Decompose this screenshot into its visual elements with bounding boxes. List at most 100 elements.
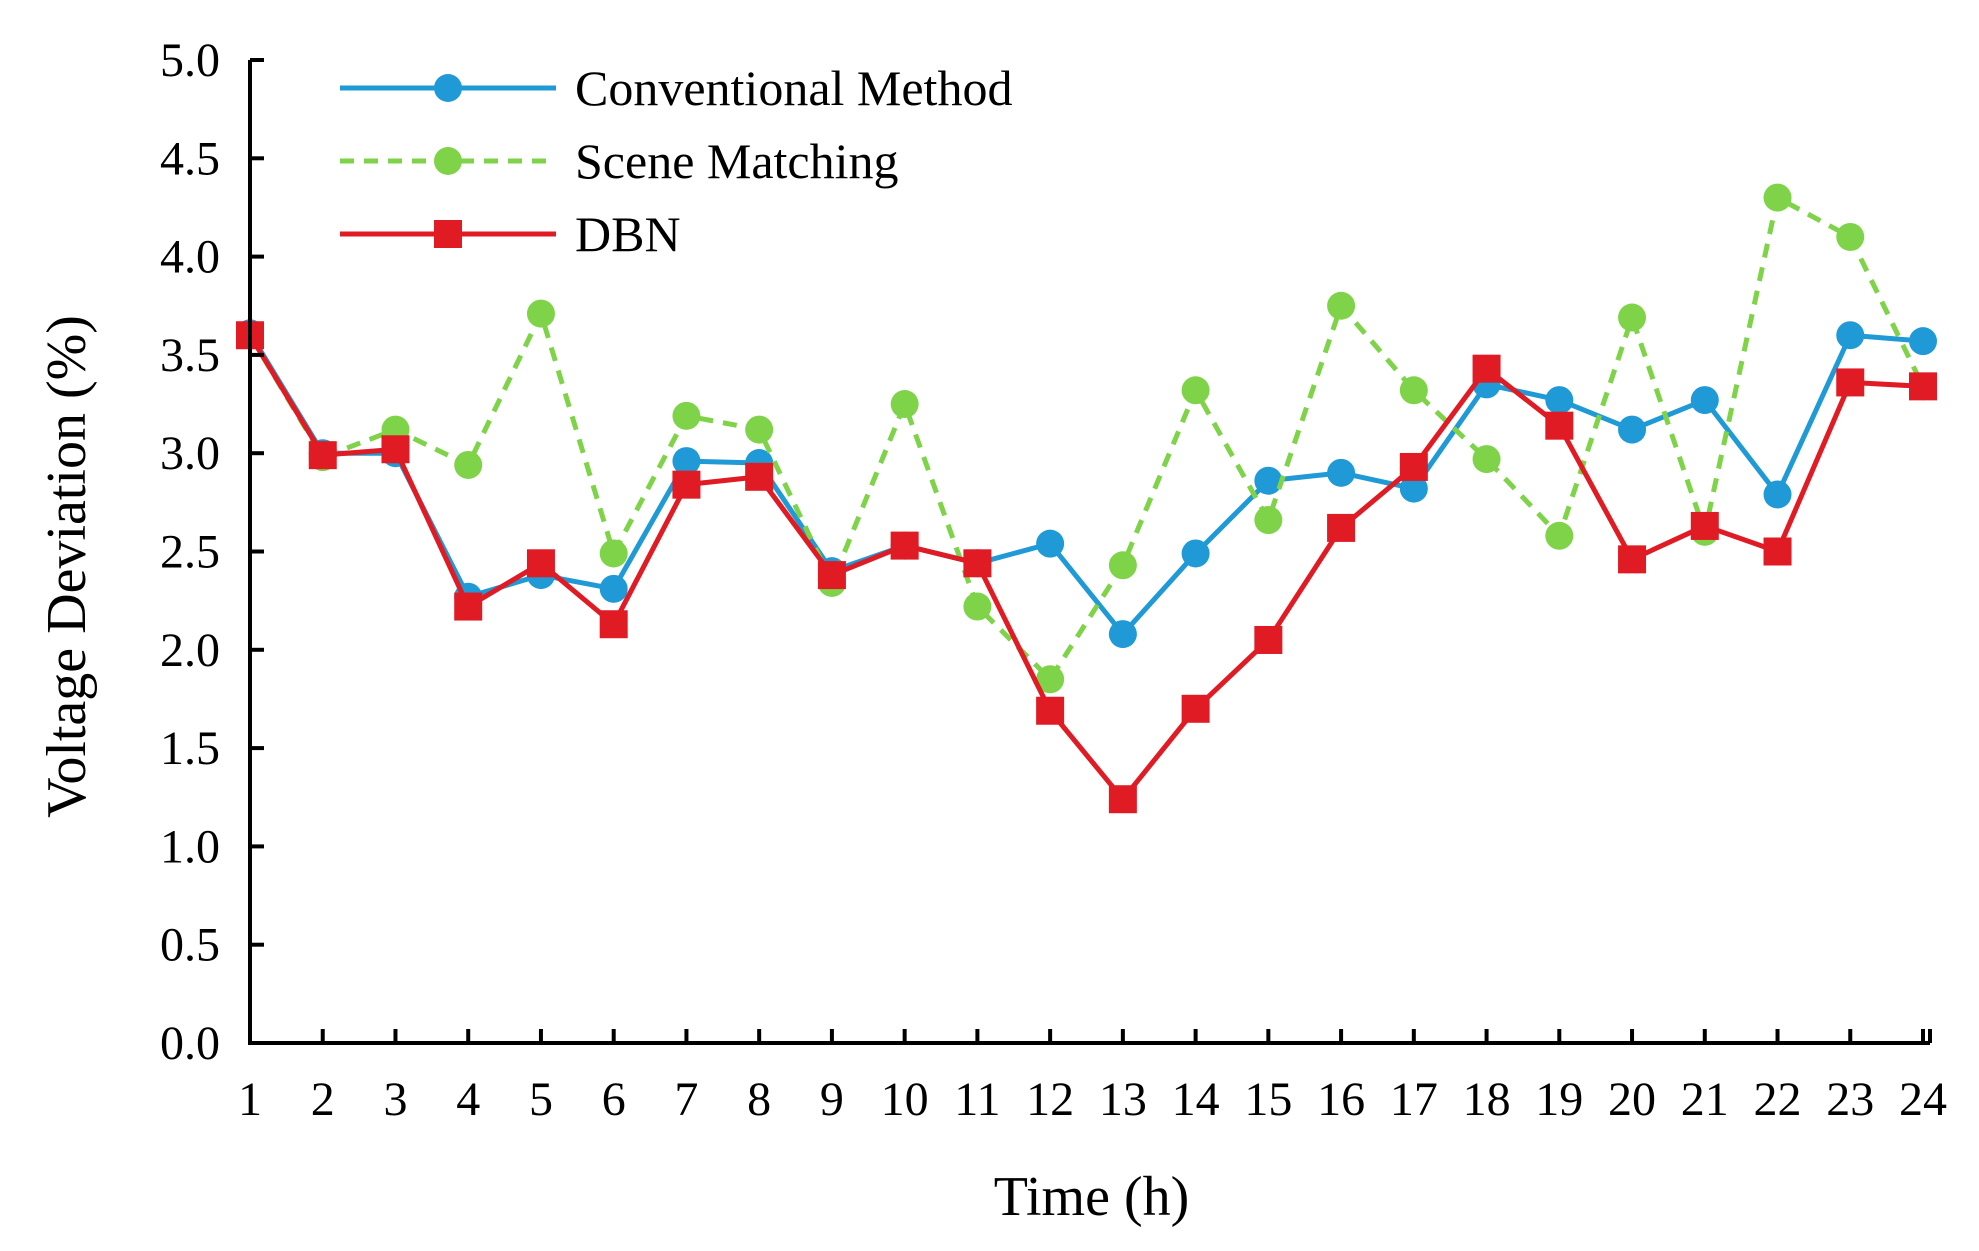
data-point-dbn (1836, 368, 1865, 397)
x-tick-label: 20 (1608, 1073, 1656, 1126)
data-point-dbn (1254, 625, 1283, 654)
data-point-scene-matching (745, 415, 774, 444)
y-axis-title: Voltage Deviation (%) (36, 315, 98, 818)
x-tick-label: 4 (456, 1073, 480, 1126)
axes: 0.00.51.01.52.02.53.03.54.04.55.01 2 3 4 5 6 7… (160, 34, 1947, 1126)
data-point-scene-matching (526, 299, 555, 328)
series-line-dbn (247, 333, 1924, 802)
x-tick-label: 15 (1244, 1073, 1292, 1126)
data-point-scene-matching (1108, 551, 1137, 580)
x-tick-label: 2 (311, 1073, 335, 1126)
legend-item-conventional-method: Conventional Method (340, 60, 1012, 116)
data-point-dbn (672, 470, 701, 499)
data-point-dbn (1327, 513, 1356, 542)
y-tick-label: 4.5 (160, 132, 220, 185)
data-point-dbn (308, 441, 337, 470)
x-tick-label: 14 (1172, 1073, 1220, 1126)
data-point-dbn (381, 435, 410, 464)
y-tick-label: 5.0 (160, 34, 220, 87)
data-point-scene-matching (1254, 506, 1283, 535)
data-point-dbn (1036, 696, 1065, 725)
data-point-dbn (599, 610, 628, 639)
data-point-conventional-method (1254, 466, 1283, 495)
legend-marker (434, 147, 462, 175)
data-point-conventional-method (1909, 327, 1937, 356)
data-point-dbn (745, 462, 774, 491)
data-point-dbn (1763, 537, 1792, 566)
x-tick-label: 19 (1535, 1073, 1583, 1126)
data-point-dbn (963, 549, 992, 578)
data-point-dbn (526, 549, 555, 578)
data-point-conventional-method (1690, 386, 1719, 415)
data-point-conventional-method (1181, 539, 1210, 568)
series-conventional-method (236, 319, 1937, 649)
legend-label: DBN (575, 206, 681, 262)
x-tick-label: 5 (529, 1073, 553, 1126)
x-tick-label: 3 (383, 1073, 407, 1126)
y-tick-label: 1.5 (160, 722, 220, 775)
data-point-dbn (1545, 411, 1574, 440)
data-point-conventional-method (1545, 386, 1574, 415)
data-point-scene-matching (1836, 222, 1865, 251)
data-point-scene-matching (963, 592, 992, 621)
x-tick-label: 8 (747, 1073, 771, 1126)
data-point-dbn (454, 592, 483, 621)
data-point-conventional-method (672, 447, 701, 476)
data-point-scene-matching (599, 539, 628, 568)
data-point-scene-matching (1327, 291, 1356, 320)
x-tick-label: 21 (1681, 1073, 1729, 1126)
x-tick-label: 16 (1317, 1073, 1365, 1126)
legend-item-dbn: DBN (340, 206, 681, 262)
x-tick-label: 24 (1899, 1073, 1947, 1126)
data-point-scene-matching (1545, 521, 1574, 550)
legend-item-scene-matching: Scene Matching (340, 133, 899, 189)
data-point-conventional-method (1399, 474, 1428, 503)
y-tick-label: 2.0 (160, 624, 220, 677)
y-tick-label: 3.5 (160, 329, 220, 382)
data-point-conventional-method (1836, 321, 1865, 350)
data-point-scene-matching (1763, 183, 1792, 212)
y-tick-label: 2.5 (160, 526, 220, 579)
data-point-dbn (1618, 545, 1647, 574)
data-point-scene-matching (1399, 376, 1428, 405)
x-tick-label: 9 (820, 1073, 844, 1126)
x-tick-label: 12 (1026, 1073, 1074, 1126)
series-scene-matching (236, 183, 1937, 694)
x-tick-label: 22 (1754, 1073, 1802, 1126)
data-point-dbn (817, 561, 846, 590)
data-point-conventional-method (1036, 529, 1065, 558)
data-point-dbn (890, 531, 919, 560)
x-tick-label: 23 (1826, 1073, 1874, 1126)
data-point-dbn (1472, 354, 1501, 383)
legend-marker (434, 74, 462, 102)
y-tick-label: 0.5 (160, 919, 220, 972)
legend: Conventional Method Scene Matching DBN (340, 60, 1012, 262)
x-tick-label: 7 (674, 1073, 698, 1126)
data-point-dbn (1399, 452, 1428, 481)
data-point-scene-matching (672, 401, 701, 430)
data-point-conventional-method (1327, 458, 1356, 487)
data-point-scene-matching (1618, 303, 1647, 332)
x-tick-label: 6 (602, 1073, 626, 1126)
series-line-scene-matching (247, 195, 1926, 682)
plot-area (236, 183, 1937, 814)
y-tick-label: 3.0 (160, 427, 220, 480)
data-point-dbn (1909, 372, 1937, 401)
x-axis-title: Time (h) (994, 1166, 1190, 1228)
data-point-dbn (1690, 511, 1719, 540)
x-tick-label: 1 (238, 1073, 262, 1126)
x-tick-label: 11 (954, 1073, 1000, 1126)
y-tick-label: 4.0 (160, 231, 220, 284)
legend-label: Scene Matching (575, 133, 899, 189)
data-point-scene-matching (890, 390, 919, 419)
data-point-dbn (1108, 785, 1137, 814)
data-point-scene-matching (1472, 445, 1501, 474)
data-point-scene-matching (454, 450, 483, 479)
series-dbn (236, 321, 1937, 814)
data-point-conventional-method (1108, 620, 1137, 649)
x-tick-label: 10 (881, 1073, 929, 1126)
data-point-dbn (1181, 694, 1210, 723)
x-tick-label: 18 (1463, 1073, 1511, 1126)
data-point-scene-matching (1181, 376, 1210, 405)
